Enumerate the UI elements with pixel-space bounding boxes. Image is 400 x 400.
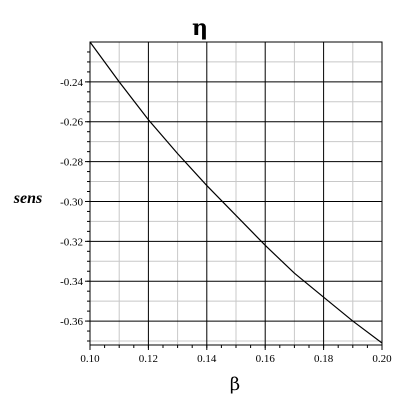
x-tick-label: 0.14 [197, 353, 217, 365]
y-axis-ticks: -0.24 -0.26 -0.28 -0.30 -0.32 -0.34 -0.36 [60, 51, 90, 342]
y-tick-label: -0.32 [60, 236, 83, 248]
x-axis-ticks: 0.10 0.12 0.14 0.16 0.18 0.20 [80, 345, 392, 365]
y-tick-label: -0.26 [60, 117, 83, 129]
minor-gridlines [90, 42, 382, 345]
y-tick-label: -0.28 [60, 157, 83, 169]
series-line-0 [89, 41, 383, 344]
y-tick-label: -0.24 [60, 77, 83, 89]
x-tick-label: 0.10 [80, 353, 100, 365]
x-tick-label: 0.12 [139, 353, 158, 365]
y-tick-label: -0.30 [60, 196, 83, 208]
y-tick-label: -0.34 [60, 276, 83, 288]
series-layer [89, 41, 383, 344]
x-tick-label: 0.16 [256, 353, 276, 365]
chart-title: η [192, 15, 208, 41]
y-axis-label: sens [13, 190, 42, 207]
x-axis-label: β [230, 374, 240, 395]
x-tick-label: 0.18 [314, 353, 334, 365]
x-tick-label: 0.20 [372, 353, 392, 365]
y-tick-label: -0.36 [60, 316, 83, 328]
